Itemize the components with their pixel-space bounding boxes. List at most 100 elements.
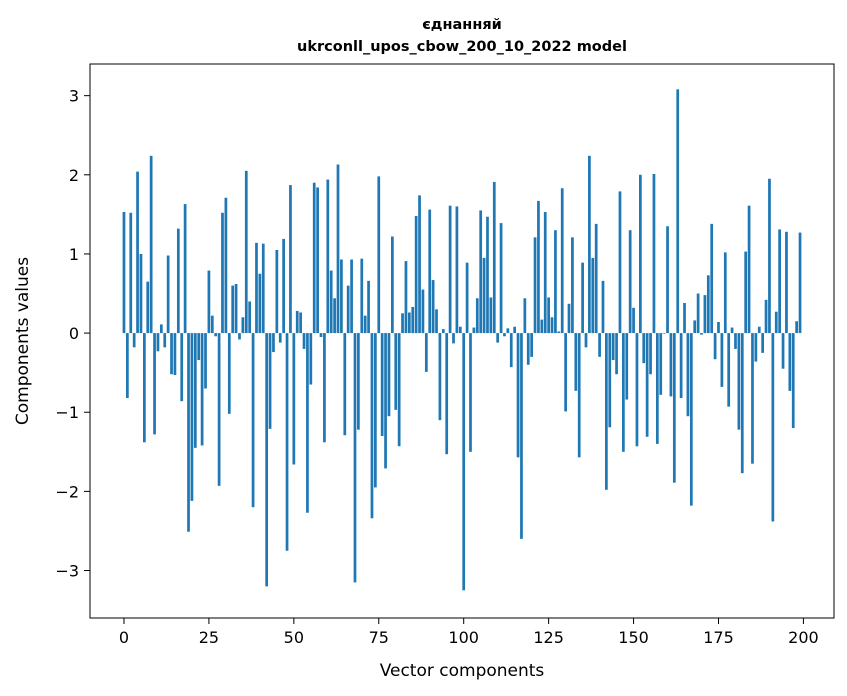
bar-63 <box>336 164 340 334</box>
bar-120 <box>530 333 533 357</box>
bar-16 <box>176 228 180 334</box>
bar-193 <box>778 229 781 334</box>
bar-184 <box>747 205 751 334</box>
bar-30 <box>224 197 228 334</box>
bar-54 <box>306 333 309 513</box>
bar-178 <box>727 333 731 407</box>
x-axis-label: Vector components <box>380 661 545 681</box>
bar-111 <box>499 223 503 334</box>
bar-173 <box>710 223 714 334</box>
bar-102 <box>469 333 472 452</box>
bar-85 <box>411 306 415 334</box>
bar-177 <box>723 252 727 334</box>
bar-196 <box>788 333 792 391</box>
bar-149 <box>628 230 632 334</box>
bar-25 <box>207 270 211 334</box>
bar-22 <box>197 333 201 360</box>
bar-7 <box>146 281 150 334</box>
bar-166 <box>686 333 690 417</box>
bar-101 <box>465 262 469 334</box>
bar-162 <box>672 333 676 483</box>
x-tick-label: 175 <box>703 628 734 647</box>
bar-38 <box>251 333 255 508</box>
bar-110 <box>496 333 500 343</box>
bar-3 <box>132 333 136 348</box>
bar-34 <box>238 333 241 340</box>
bar-103 <box>472 327 476 334</box>
bar-148 <box>625 333 629 400</box>
bar-109 <box>492 181 496 334</box>
bar-49 <box>289 185 292 334</box>
bar-144 <box>611 333 615 360</box>
bar-76 <box>380 333 384 436</box>
bar-181 <box>737 333 741 430</box>
bar-18 <box>183 204 187 334</box>
bar-188 <box>761 333 765 353</box>
bar-182 <box>740 333 744 474</box>
bar-67 <box>350 259 353 334</box>
y-tick-label: 2 <box>69 166 79 185</box>
bar-35 <box>241 317 245 334</box>
bar-155 <box>649 333 652 375</box>
bar-159 <box>662 333 666 334</box>
bar-133 <box>574 333 578 391</box>
y-tick-label: −2 <box>55 482 79 501</box>
chart-title-line-1: єднанняй <box>422 17 502 33</box>
bar-105 <box>479 210 483 334</box>
y-tick-label: −3 <box>55 562 79 581</box>
bar-134 <box>577 333 581 458</box>
bar-108 <box>489 297 493 334</box>
bar-24 <box>204 333 207 389</box>
bar-15 <box>173 333 177 376</box>
bar-60 <box>326 179 330 334</box>
bar-92 <box>435 309 438 334</box>
bar-161 <box>669 333 673 397</box>
bar-89 <box>424 333 428 372</box>
bar-129 <box>560 188 564 334</box>
bar-107 <box>486 216 489 334</box>
bar-187 <box>757 326 761 334</box>
bar-119 <box>526 333 530 365</box>
bar-48 <box>285 333 289 551</box>
bar-77 <box>384 333 387 469</box>
bar-153 <box>642 333 646 364</box>
bar-143 <box>608 333 612 428</box>
bar-126 <box>550 317 554 334</box>
bar-191 <box>771 333 775 522</box>
bar-0 <box>122 212 126 334</box>
x-tick-label: 150 <box>618 628 649 647</box>
bar-151 <box>635 333 639 447</box>
bar-197 <box>791 333 795 429</box>
bar-84 <box>407 312 411 334</box>
bar-42 <box>265 333 269 587</box>
x-tick-label: 125 <box>533 628 564 647</box>
bar-100 <box>462 333 466 591</box>
bar-87 <box>418 195 421 334</box>
bar-65 <box>343 333 347 436</box>
bar-19 <box>187 333 190 532</box>
bar-26 <box>210 315 214 334</box>
chart-title-line-2: ukrconll_upos_cbow_200_10_2022 model <box>297 39 627 55</box>
bar-5 <box>139 253 143 334</box>
bar-32 <box>231 285 235 334</box>
y-tick-label: 0 <box>69 324 79 343</box>
x-tick-label: 100 <box>448 628 479 647</box>
bar-194 <box>781 333 785 369</box>
bar-72 <box>367 280 370 334</box>
bar-158 <box>659 333 663 395</box>
bar-106 <box>482 257 486 334</box>
bar-122 <box>537 200 540 334</box>
bar-43 <box>268 333 272 429</box>
bar-180 <box>734 333 737 349</box>
bar-1 <box>126 333 129 398</box>
bar-58 <box>319 333 323 338</box>
bar-190 <box>768 178 771 334</box>
bar-189 <box>764 299 768 334</box>
bar-14 <box>170 333 173 375</box>
bar-174 <box>713 333 717 360</box>
bar-154 <box>645 333 649 437</box>
bar-91 <box>431 280 435 334</box>
bar-41 <box>261 243 265 334</box>
bar-150 <box>632 307 635 334</box>
